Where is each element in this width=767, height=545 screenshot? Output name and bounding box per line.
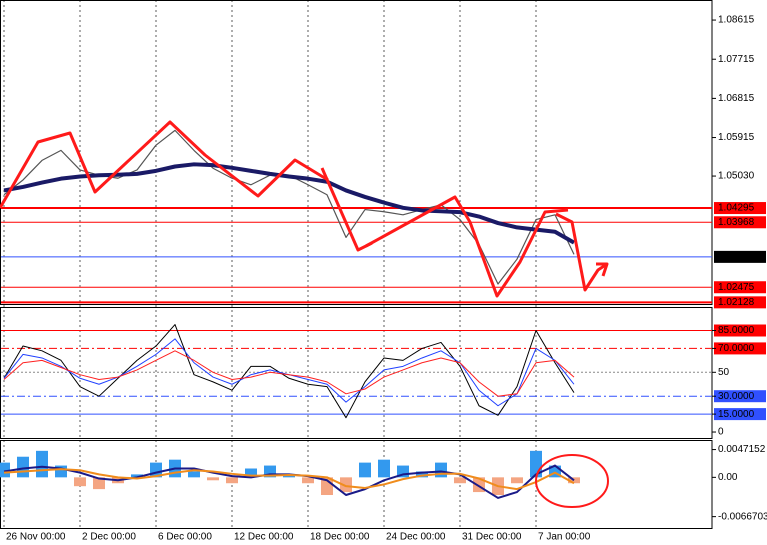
y-tick-label: 85.0000	[718, 325, 755, 336]
histogram-bar	[207, 477, 219, 481]
y-tick-label: 0.00	[718, 472, 738, 483]
histogram-bar	[549, 465, 561, 478]
level-box	[714, 250, 766, 263]
histogram-bar	[188, 471, 200, 478]
y-tick-label: 1.05030	[718, 171, 755, 182]
x-tick-label: 24 Dec 00:00	[386, 532, 446, 543]
y-tick-label: 1.07715	[718, 54, 755, 65]
histogram-bar	[226, 477, 238, 484]
histogram-bar	[359, 462, 371, 478]
zigzag	[365, 195, 569, 298]
histogram-bar	[511, 477, 523, 484]
histogram-bar	[74, 477, 86, 487]
level-label: 1.02128	[718, 297, 755, 308]
x-tick-label: 2 Dec 00:00	[82, 532, 136, 543]
panel-frame	[0, 440, 713, 529]
histogram-bar	[302, 477, 314, 484]
x-tick-label: 18 Dec 00:00	[310, 532, 370, 543]
histogram-bar	[264, 465, 276, 478]
panel-frame	[0, 307, 713, 439]
y-tick-label: 15.0000	[718, 409, 755, 420]
x-tick-label: 31 Dec 00:00	[462, 532, 522, 543]
histogram-bar	[416, 471, 428, 478]
y-tick-label: -0.0066703	[718, 511, 767, 522]
histogram-bar	[245, 468, 257, 478]
histogram-bar	[397, 465, 409, 478]
x-tick-label: 26 Nov 00:00	[6, 532, 66, 543]
level-box	[714, 216, 766, 229]
series-line	[3, 162, 575, 245]
series-line	[3, 350, 575, 397]
y-tick-label: 0	[718, 427, 724, 438]
histogram-bar	[0, 462, 10, 478]
histogram-bar	[454, 477, 466, 484]
level-box	[714, 202, 766, 215]
tick-box	[714, 390, 766, 403]
histogram-bar	[93, 477, 105, 490]
y-tick-label: 30.0000	[718, 391, 755, 402]
level-label: 1.02475	[718, 282, 755, 293]
level-box	[714, 281, 766, 294]
series-line	[3, 468, 575, 491]
histogram-bar	[340, 477, 352, 493]
histogram-bar	[36, 450, 48, 478]
y-tick-label: 1.08615	[718, 15, 755, 26]
x-tick-label: 12 Dec 00:00	[234, 532, 294, 543]
histogram-bar	[131, 474, 143, 478]
tick-box	[714, 324, 766, 337]
histogram-bar	[55, 465, 67, 478]
histogram-bar	[17, 456, 29, 478]
y-tick-label: 50	[718, 367, 730, 378]
tick-box	[714, 342, 766, 355]
level-label: 1.03173	[718, 252, 755, 263]
y-tick-label: 0.0047152	[718, 444, 766, 455]
level-label: 1.03968	[718, 217, 755, 228]
zigzag	[555, 212, 608, 292]
y-tick-label: 1.06815	[718, 93, 755, 104]
highlight-circle	[535, 454, 609, 508]
x-tick-label: 6 Dec 00:00	[158, 532, 212, 543]
tick-box	[714, 408, 766, 421]
series-line	[3, 324, 575, 419]
panel-frame	[0, 0, 713, 305]
x-tick-label: 7 Jan 00:00	[538, 532, 591, 543]
annotations	[0, 120, 609, 508]
level-label: 1.04295	[718, 203, 755, 214]
y-tick-label: 70.0000	[718, 343, 755, 354]
arrow-head	[596, 262, 609, 277]
histogram-bar	[378, 459, 390, 478]
level-box	[714, 296, 766, 309]
y-tick-label: 1.05915	[718, 132, 755, 143]
zigzag	[0, 120, 329, 209]
